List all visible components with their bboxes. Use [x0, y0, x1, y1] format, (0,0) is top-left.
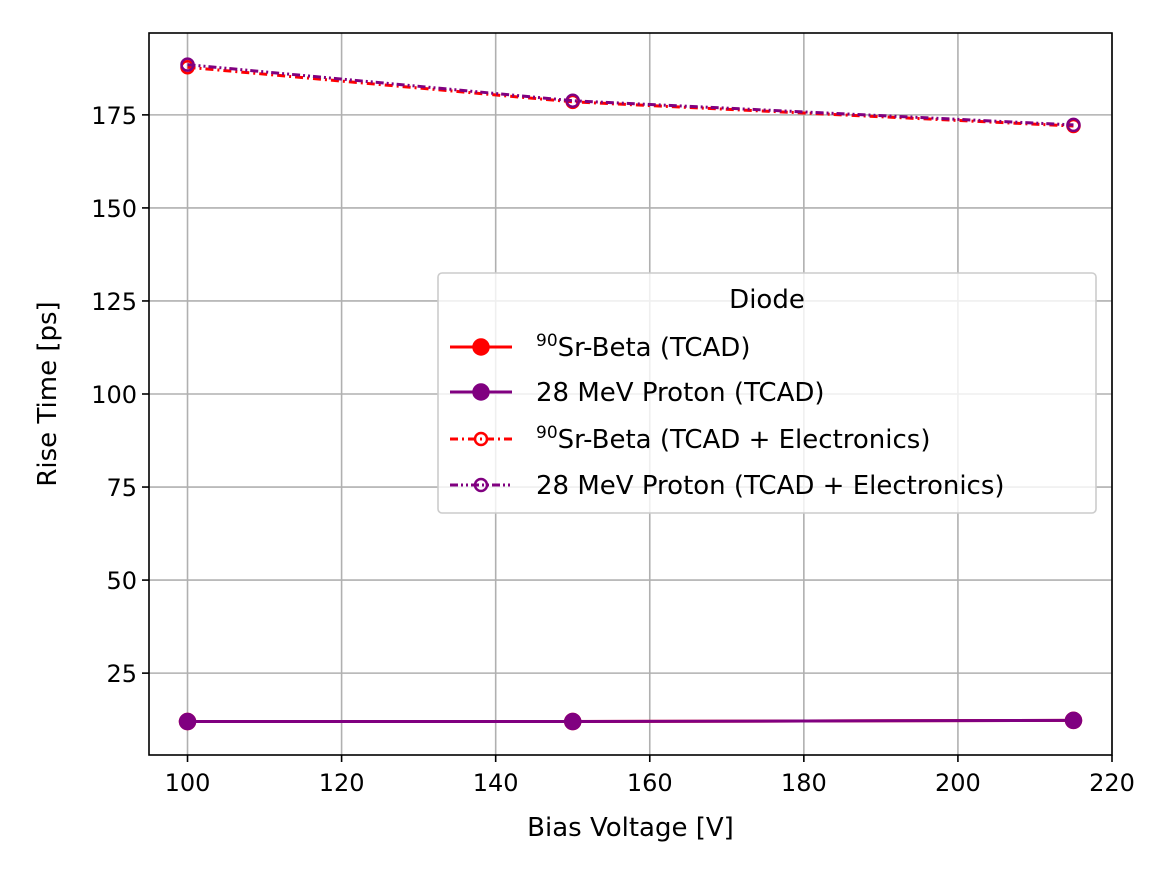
x-tick-label: 140 [473, 769, 519, 797]
y-tick-label: 150 [91, 195, 137, 223]
legend-entries: 90Sr-Beta (TCAD)28 MeV Proton (TCAD)90Sr… [450, 331, 1005, 501]
x-tick-label: 220 [1089, 769, 1135, 797]
series-line-4 [187, 63, 1074, 127]
y-tick-label: 25 [106, 660, 137, 688]
x-axis-label: Bias Voltage [V] [527, 813, 734, 843]
x-tick-label: 200 [935, 769, 981, 797]
x-tick-label: 180 [781, 769, 827, 797]
legend-entry-superscript: 90 [536, 423, 558, 443]
legend-entry-text: Sr-Beta (TCAD + Electronics) [558, 425, 931, 455]
x-tick-label: 100 [165, 769, 211, 797]
legend-entry-label: 90Sr-Beta (TCAD) [536, 331, 750, 363]
data-point [180, 57, 195, 72]
legend-entry-text: 28 MeV Proton (TCAD + Electronics) [536, 471, 1005, 501]
legend-entry-superscript: 90 [536, 331, 558, 351]
legend-title: Diode [729, 285, 805, 315]
y-tick-label: 50 [106, 567, 137, 595]
y-tick-label: 175 [91, 102, 137, 130]
x-tick-label: 160 [627, 769, 673, 797]
legend-swatch-marker [473, 431, 489, 447]
legend: Diode 90Sr-Beta (TCAD)28 MeV Proton (TCA… [437, 272, 1097, 514]
data-point [1064, 711, 1083, 730]
legend-swatch-marker [473, 477, 489, 493]
legend-entry-label: 28 MeV Proton (TCAD + Electronics) [536, 471, 1005, 501]
y-axis-label: Rise Time [ps] [33, 301, 63, 486]
data-point [563, 712, 582, 731]
x-tick-label: 120 [319, 769, 365, 797]
legend-entry-label: 90Sr-Beta (TCAD + Electronics) [536, 423, 930, 455]
y-tick-label: 100 [91, 381, 137, 409]
legend-swatch-marker [472, 338, 490, 356]
axis-ticks: 100 120 140 160 180 200 220 25 50 75 100 125 150 175 [91, 102, 1135, 797]
data-point [178, 712, 197, 731]
legend-swatch-marker [472, 383, 490, 401]
legend-entry-text: Sr-Beta (TCAD) [558, 333, 751, 363]
legend-entry-label: 28 MeV Proton (TCAD) [536, 378, 825, 408]
legend-box [437, 272, 1097, 514]
y-tick-label: 75 [106, 474, 137, 502]
legend-entry-text: 28 MeV Proton (TCAD) [536, 378, 825, 408]
data-point [1066, 117, 1081, 133]
data-point [565, 93, 580, 108]
series-line-2 [187, 718, 1074, 724]
y-tick-label: 125 [91, 288, 137, 316]
series-layer [178, 57, 1083, 731]
